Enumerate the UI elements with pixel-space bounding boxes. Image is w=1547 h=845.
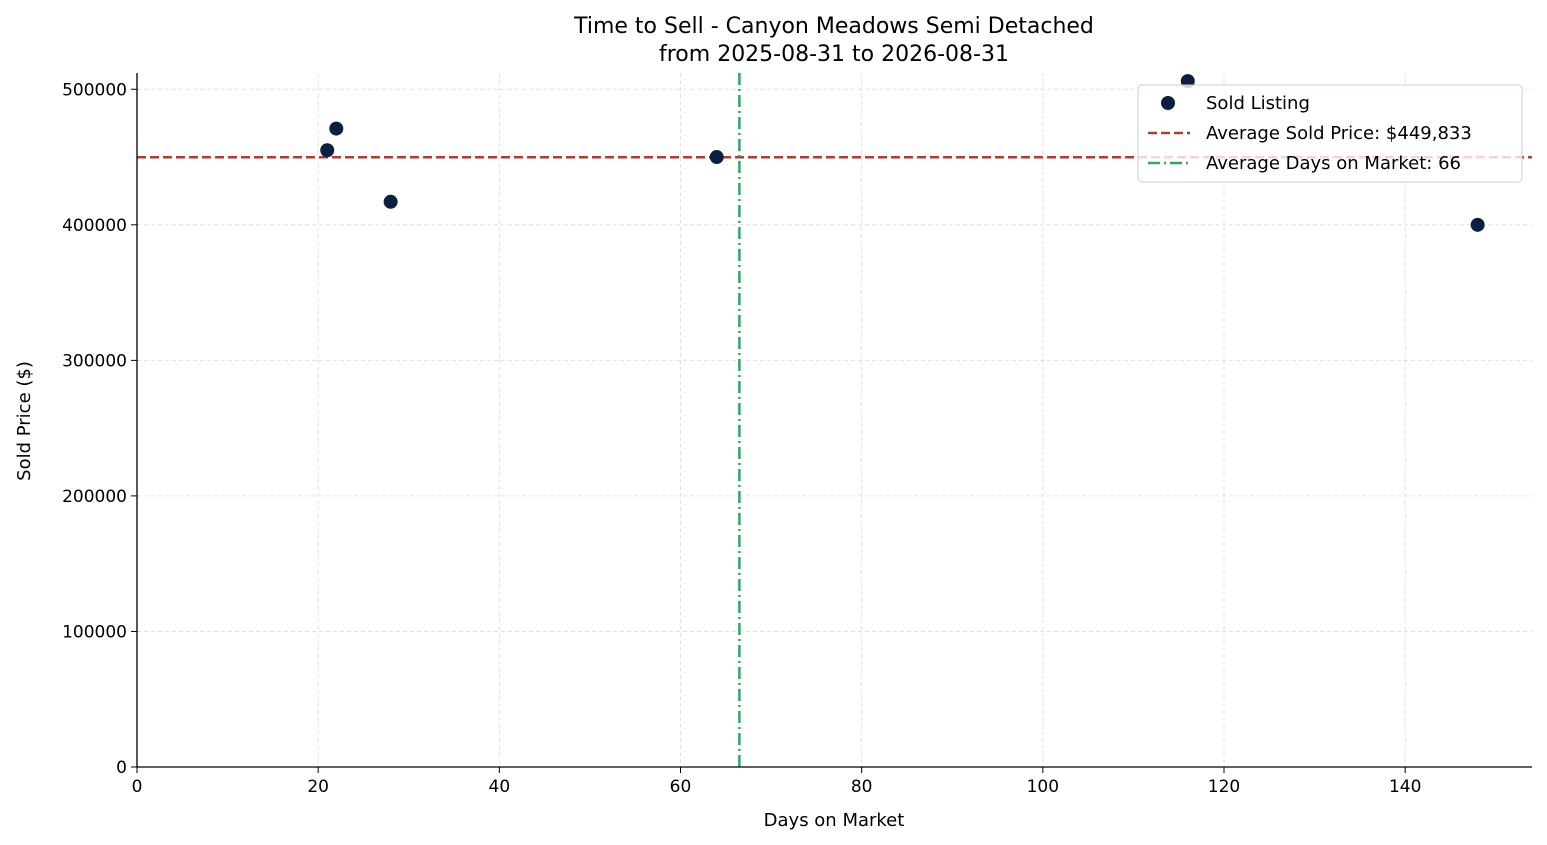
legend-label-avg-days: Average Days on Market: 66 <box>1206 153 1461 174</box>
sold-listing-point <box>329 121 344 136</box>
y-tick-label: 200000 <box>62 487 127 507</box>
x-tick-label: 0 <box>132 777 143 797</box>
y-tick-label: 400000 <box>62 216 127 236</box>
y-tick-label: 0 <box>116 758 127 778</box>
tick-labels: 0 20 40 60 80 100 120 140 0 100000 200000 300000 400… <box>62 80 1421 797</box>
legend-label-sold-listing: Sold Listing <box>1206 93 1310 114</box>
legend-box <box>1137 84 1523 183</box>
x-tick-label: 40 <box>489 777 511 797</box>
y-tick-label: 500000 <box>62 80 127 100</box>
legend-marker-sold-listing <box>1161 96 1175 110</box>
sold-listing-point <box>1470 217 1485 232</box>
y-axis-label: Sold Price ($) <box>14 361 35 481</box>
legend-label-avg-price: Average Sold Price: $449,833 <box>1206 123 1472 144</box>
chart-title: Time to Sell - Canyon Meadows Semi Detac… <box>573 14 1094 39</box>
sold-listing-point <box>383 194 398 209</box>
x-tick-label: 100 <box>1027 777 1059 797</box>
y-tick-label: 100000 <box>62 622 127 642</box>
y-tick-label: 300000 <box>62 351 127 371</box>
x-tick-label: 20 <box>307 777 329 797</box>
sold-listing-point <box>320 143 335 158</box>
sold-listing-point <box>709 150 724 165</box>
x-tick-label: 80 <box>851 777 873 797</box>
grid <box>137 73 1532 767</box>
x-tick-label: 140 <box>1389 777 1421 797</box>
chart-subtitle: from 2025-08-31 to 2026-08-31 <box>659 42 1009 67</box>
x-tick-label: 120 <box>1208 777 1240 797</box>
x-tick-label: 60 <box>670 777 692 797</box>
axes <box>131 73 1532 773</box>
x-axis-label: Days on Market <box>764 810 905 831</box>
legend: Sold Listing Average Sold Price: $449,83… <box>1137 84 1523 183</box>
